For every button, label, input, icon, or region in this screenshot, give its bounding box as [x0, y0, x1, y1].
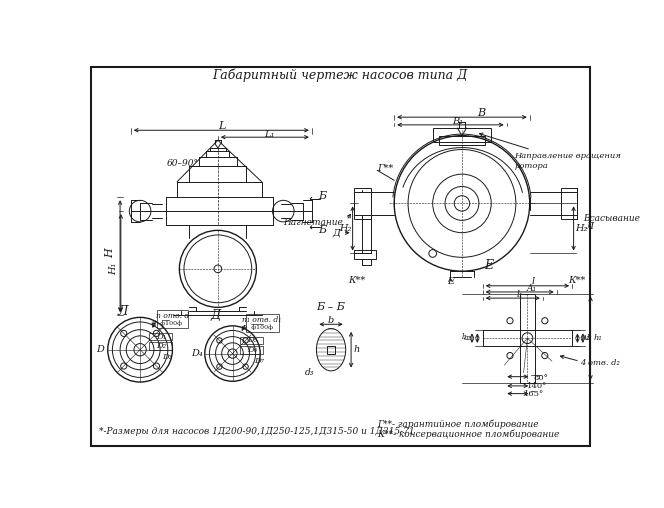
Bar — [354, 249, 376, 259]
Text: 4 отв. d₂: 4 отв. d₂ — [580, 359, 620, 367]
Text: 140°: 140° — [527, 382, 546, 390]
Text: L: L — [218, 121, 225, 132]
Text: Д: Д — [333, 228, 341, 237]
Text: H₂: H₂ — [575, 224, 588, 233]
Bar — [149, 342, 173, 350]
Text: n₁ отв. d₁: n₁ отв. d₁ — [242, 315, 282, 324]
Bar — [439, 136, 485, 145]
Bar — [354, 188, 371, 219]
Text: ⊕  ф100ф: ⊕ ф100ф — [242, 325, 273, 330]
Text: 60–90°: 60–90° — [167, 159, 199, 168]
Text: A₂: A₂ — [582, 334, 590, 342]
Text: b: b — [328, 316, 334, 325]
Bar — [240, 346, 264, 354]
Text: Д: Д — [210, 308, 220, 322]
Bar — [157, 310, 188, 328]
Text: D₆: D₆ — [247, 346, 257, 354]
Text: E: E — [447, 277, 454, 287]
Bar — [246, 313, 279, 332]
Text: Л: Л — [118, 305, 128, 318]
Text: D₂: D₂ — [156, 342, 166, 350]
Text: a₂: a₂ — [463, 334, 471, 342]
Text: H₂: H₂ — [339, 224, 351, 233]
Text: n отв. d: n отв. d — [156, 312, 189, 320]
Text: A₁: A₁ — [526, 283, 537, 293]
Text: Всасывание: Всасывание — [584, 214, 641, 224]
Text: H: H — [105, 248, 115, 259]
Text: 165°: 165° — [523, 390, 544, 398]
Text: *-Размеры для насосов 1Д200-90,1Д250-125,1Д315-50 и 1Д315-71: *-Размеры для насосов 1Д200-90,1Д250-125… — [98, 427, 414, 436]
Text: К**: К** — [568, 276, 586, 285]
Text: h: h — [353, 345, 360, 354]
Text: ⊕  ф100ф: ⊕ ф100ф — [151, 321, 182, 326]
Text: Направление вращения
ротора: Направление вращения ротора — [479, 133, 621, 170]
Bar — [483, 331, 572, 346]
Text: Нагнетание: Нагнетание — [283, 218, 343, 227]
Text: Л: Л — [585, 222, 594, 231]
Text: h₁: h₁ — [594, 334, 603, 342]
Text: L₁: L₁ — [264, 130, 275, 139]
Bar — [149, 333, 173, 340]
Text: D₄: D₄ — [191, 349, 203, 358]
Text: d₃: d₃ — [305, 368, 314, 377]
Text: l₂: l₂ — [586, 334, 592, 342]
Bar — [520, 294, 535, 383]
Text: l₃: l₃ — [461, 333, 467, 341]
Text: B₁: B₁ — [453, 116, 463, 125]
Text: Б: Б — [318, 190, 326, 201]
Text: К**: К** — [348, 276, 365, 285]
Text: l: l — [532, 277, 535, 287]
Text: D: D — [96, 345, 104, 354]
Text: 80°: 80° — [534, 374, 548, 382]
Text: l₁: l₁ — [517, 290, 523, 299]
Text: Б – Б: Б – Б — [317, 302, 345, 312]
Bar — [327, 346, 335, 354]
Bar — [560, 188, 578, 219]
Text: Габаритный чертеж насосов типа Д: Габаритный чертеж насосов типа Д — [212, 68, 468, 82]
Text: D₁: D₁ — [156, 333, 166, 341]
Text: H₁: H₁ — [110, 263, 118, 275]
Text: D₅: D₅ — [247, 336, 257, 344]
Text: E: E — [484, 259, 493, 271]
Bar — [433, 128, 491, 142]
Text: Г**: Г** — [377, 164, 394, 173]
Text: Б: Б — [318, 226, 326, 235]
Text: D₃: D₃ — [162, 354, 172, 361]
Text: D₇: D₇ — [254, 357, 264, 365]
Bar — [240, 337, 264, 344]
Text: К**- консервационное пломбирование: К**- консервационное пломбирование — [377, 429, 560, 438]
Text: Г**- гарантийное пломбирование: Г**- гарантийное пломбирование — [377, 419, 539, 429]
Text: B: B — [477, 108, 485, 118]
